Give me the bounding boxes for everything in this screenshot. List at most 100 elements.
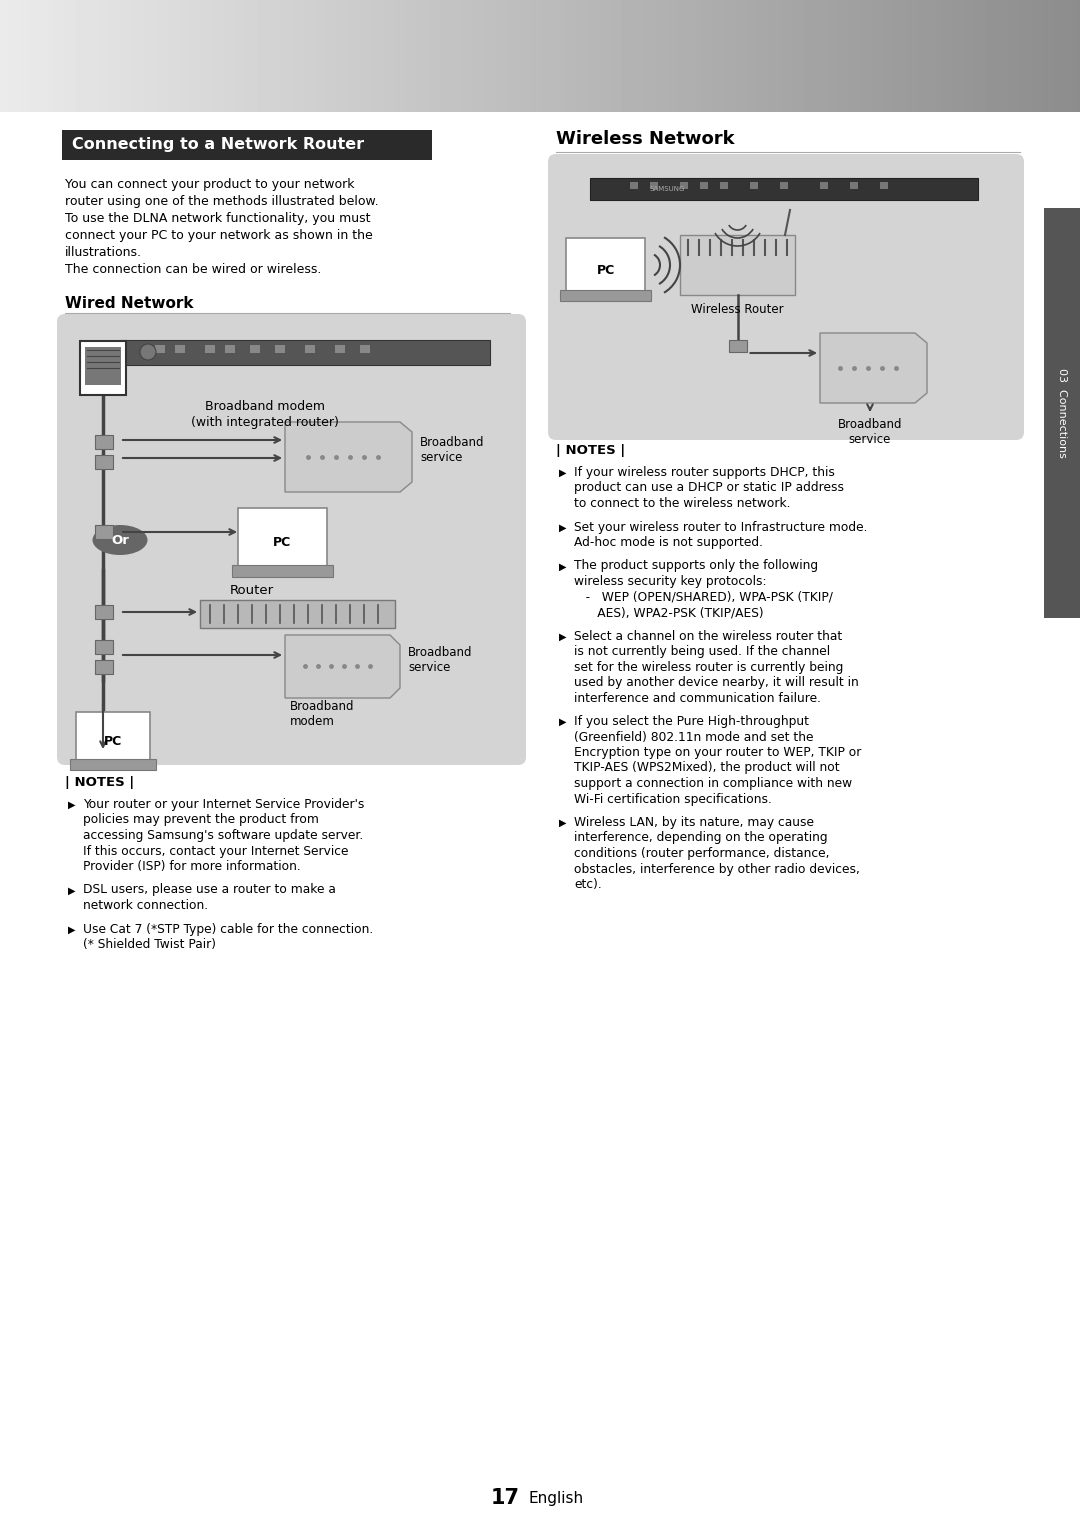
Text: (* Shielded Twist Pair): (* Shielded Twist Pair) [83,938,216,951]
Text: 03  Connections: 03 Connections [1057,368,1067,458]
Text: ▶: ▶ [559,631,567,642]
Text: network connection.: network connection. [83,899,208,912]
Text: Use Cat 7 (*STP Type) cable for the connection.: Use Cat 7 (*STP Type) cable for the conn… [83,922,374,936]
Text: DSL users, please use a router to make a: DSL users, please use a router to make a [83,884,336,896]
FancyBboxPatch shape [95,640,113,654]
Text: | NOTES |: | NOTES | [65,777,134,789]
Text: The connection can be wired or wireless.: The connection can be wired or wireless. [65,264,322,276]
Text: If this occurs, contact your Internet Service: If this occurs, contact your Internet Se… [83,844,349,858]
Text: is not currently being used. If the channel: is not currently being used. If the chan… [573,645,831,659]
Text: (Greenfield) 802.11n mode and set the: (Greenfield) 802.11n mode and set the [573,731,813,743]
FancyBboxPatch shape [780,182,788,188]
FancyBboxPatch shape [95,435,113,449]
Text: Wireless Network: Wireless Network [556,130,734,149]
Text: ▶: ▶ [559,562,567,571]
Text: ▶: ▶ [559,818,567,827]
FancyBboxPatch shape [70,758,156,771]
Text: product can use a DHCP or static IP address: product can use a DHCP or static IP addr… [573,481,843,495]
FancyBboxPatch shape [1044,208,1080,617]
Text: Broadband
service: Broadband service [420,437,485,464]
FancyBboxPatch shape [590,178,978,201]
FancyBboxPatch shape [566,237,645,293]
FancyBboxPatch shape [200,601,395,628]
Text: AES), WPA2-PSK (TKIP/AES): AES), WPA2-PSK (TKIP/AES) [573,607,764,619]
Text: to connect to the wireless network.: to connect to the wireless network. [573,496,791,510]
Text: Broadband modem: Broadband modem [205,400,325,414]
Text: ▶: ▶ [559,522,567,533]
Text: ▶: ▶ [68,800,76,810]
FancyBboxPatch shape [335,345,345,352]
FancyBboxPatch shape [548,155,1024,440]
Text: Wi-Fi certification specifications.: Wi-Fi certification specifications. [573,792,772,806]
FancyBboxPatch shape [729,340,746,352]
FancyBboxPatch shape [95,525,113,539]
Text: You can connect your product to your network: You can connect your product to your net… [65,178,354,192]
FancyBboxPatch shape [85,348,121,385]
Text: If you select the Pure High-throughput: If you select the Pure High-throughput [573,715,809,728]
Ellipse shape [93,525,148,555]
Text: Connecting to a Network Router: Connecting to a Network Router [72,138,364,153]
Text: Ad-hoc mode is not supported.: Ad-hoc mode is not supported. [573,536,762,548]
FancyBboxPatch shape [850,182,858,188]
Text: Or: Or [111,533,129,547]
Text: If your wireless router supports DHCP, this: If your wireless router supports DHCP, t… [573,466,835,480]
FancyBboxPatch shape [62,130,432,159]
Polygon shape [285,421,411,492]
Text: wireless security key protocols:: wireless security key protocols: [573,574,767,588]
FancyBboxPatch shape [360,345,370,352]
Text: Encryption type on your router to WEP, TKIP or: Encryption type on your router to WEP, T… [573,746,862,758]
FancyBboxPatch shape [80,342,126,395]
Text: Broadband
service: Broadband service [838,418,902,446]
Text: To use the DLNA network functionality, you must: To use the DLNA network functionality, y… [65,211,370,225]
FancyBboxPatch shape [680,182,688,188]
Text: English: English [528,1491,583,1506]
Polygon shape [820,332,927,403]
Text: router using one of the methods illustrated below.: router using one of the methods illustra… [65,195,379,208]
Text: Wireless LAN, by its nature, may cause: Wireless LAN, by its nature, may cause [573,817,814,829]
Text: Broadband
modem: Broadband modem [291,700,354,728]
Text: ▶: ▶ [559,717,567,728]
FancyBboxPatch shape [156,345,165,352]
Text: set for the wireless router is currently being: set for the wireless router is currently… [573,660,843,674]
FancyBboxPatch shape [175,345,185,352]
FancyBboxPatch shape [249,345,260,352]
FancyBboxPatch shape [95,455,113,469]
FancyBboxPatch shape [232,565,333,578]
Text: ▶: ▶ [559,467,567,478]
Text: Select a channel on the wireless router that: Select a channel on the wireless router … [573,630,842,642]
Text: PC: PC [273,536,292,548]
Text: ▶: ▶ [68,885,76,896]
FancyBboxPatch shape [880,182,888,188]
Text: interference and communication failure.: interference and communication failure. [573,691,821,705]
FancyBboxPatch shape [95,605,113,619]
FancyBboxPatch shape [630,182,638,188]
Text: interference, depending on the operating: interference, depending on the operating [573,832,827,844]
FancyBboxPatch shape [650,182,658,188]
Text: used by another device nearby, it will result in: used by another device nearby, it will r… [573,676,859,689]
Text: Router: Router [230,584,274,597]
FancyBboxPatch shape [700,182,708,188]
FancyBboxPatch shape [820,182,828,188]
Text: SAMSUNG: SAMSUNG [650,185,686,192]
Text: etc).: etc). [573,878,602,892]
FancyBboxPatch shape [275,345,285,352]
Text: Wireless Router: Wireless Router [691,303,784,316]
Circle shape [140,345,156,360]
FancyBboxPatch shape [750,182,758,188]
Text: illustrations.: illustrations. [65,247,141,259]
FancyBboxPatch shape [57,314,526,764]
Text: obstacles, interference by other radio devices,: obstacles, interference by other radio d… [573,863,860,875]
FancyBboxPatch shape [95,660,113,674]
Text: PC: PC [596,264,615,276]
Text: Broadband
service: Broadband service [408,647,473,674]
Text: accessing Samsung's software update server.: accessing Samsung's software update serv… [83,829,363,843]
Text: Provider (ISP) for more information.: Provider (ISP) for more information. [83,859,300,873]
Text: Your router or your Internet Service Provider's: Your router or your Internet Service Pro… [83,798,364,810]
FancyBboxPatch shape [561,290,651,300]
FancyBboxPatch shape [238,509,327,567]
FancyBboxPatch shape [305,345,315,352]
Text: | NOTES |: | NOTES | [556,444,625,457]
FancyBboxPatch shape [720,182,728,188]
Text: 17: 17 [491,1488,519,1507]
Text: support a connection in compliance with new: support a connection in compliance with … [573,777,852,791]
